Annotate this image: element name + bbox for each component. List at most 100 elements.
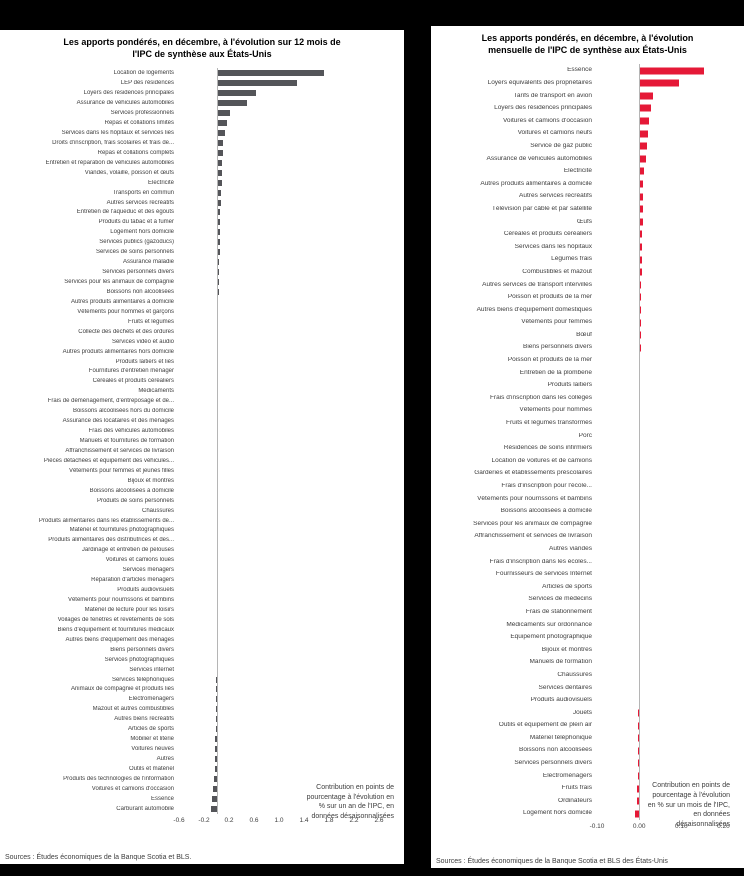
category-label: Produits laitiers	[547, 382, 592, 389]
category-label: Électroménagers	[542, 772, 592, 779]
bar	[637, 797, 640, 805]
bar-row: Électroménagers	[0, 694, 404, 704]
category-label: Transports en commun	[112, 189, 174, 196]
bar-track	[179, 376, 379, 386]
bar-track	[597, 341, 734, 354]
category-label: Frais d'inscription dans les collèges	[489, 394, 592, 401]
bar	[639, 142, 648, 150]
category-label: Assurance maladie	[122, 259, 174, 266]
bar-row: Services personnels divers	[431, 757, 744, 770]
bar-row: Produits laitiers et liés	[0, 357, 404, 367]
bar-track	[597, 392, 734, 405]
bar-row: Vêtements pour hommes	[431, 404, 744, 417]
source-note: Sources : Études économiques de la Banqu…	[436, 858, 668, 865]
category-label: Viandes, volaille, poisson et œufs	[84, 169, 174, 176]
annotation-line: désaisonnalisées	[676, 821, 730, 829]
bar-row: Vêtements pour nourrissons et bambins	[0, 595, 404, 605]
category-label: Services pour les animaux de compagnie	[64, 279, 174, 286]
category-label: Médicaments sur ordonnance	[506, 621, 592, 628]
annotation-line: données désaisonnalisées	[311, 813, 394, 821]
category-label: Services ménagers	[122, 567, 174, 574]
bar-row: Médicaments	[0, 386, 404, 396]
bar	[216, 129, 225, 136]
bar-row: Biens d'équipement et fournitures médica…	[0, 625, 404, 635]
bar-row: Légumes frais	[431, 253, 744, 266]
annotation-line: en données	[693, 811, 730, 819]
bar-row: Assurance maladie	[0, 257, 404, 267]
bar-track	[179, 88, 379, 98]
bar-track	[597, 480, 734, 493]
category-label: Services de soins personnels	[95, 249, 174, 256]
category-label: Entretien de la plomberie	[519, 369, 592, 376]
category-label: Affranchissement et services de livraiso…	[474, 533, 592, 540]
bar-track	[597, 153, 734, 166]
bar-row: Œufs	[431, 216, 744, 229]
category-label: Fruits et légumes transformés	[506, 420, 592, 427]
bar	[216, 80, 297, 87]
annotation: Contribution en points de pourcentage à l…	[264, 783, 394, 822]
category-label: Articles de sports	[542, 583, 592, 590]
category-label: Céréales et produits céréaliers	[503, 231, 592, 238]
bar	[638, 709, 640, 717]
category-label: Collecte des déchets et des ordures	[78, 328, 174, 335]
category-label: Loyers des résidences principales	[494, 105, 592, 112]
bar	[215, 706, 217, 713]
bar	[216, 110, 231, 117]
category-label: Voilages de fenêtres et revêtements de s…	[57, 616, 174, 623]
bar-row: Autres services de transport intervilles	[431, 278, 744, 291]
bar-row: Viandes, volaille, poisson et œufs	[0, 168, 404, 178]
bar	[216, 269, 219, 276]
bar-row: Équipement photographique	[431, 631, 744, 644]
bar-track	[179, 675, 379, 685]
bar	[639, 130, 648, 138]
bar-track	[179, 386, 379, 396]
bar	[639, 281, 642, 289]
bar-track	[597, 493, 734, 506]
bar-row: Autres produits alimentaires à domicile	[0, 297, 404, 307]
bar	[638, 722, 640, 730]
bar-track	[597, 216, 734, 229]
category-label: Électricité	[147, 179, 174, 186]
bar-track	[597, 241, 734, 254]
category-label: Animaux de compagnie et produits liés	[70, 686, 174, 693]
bar	[212, 785, 217, 792]
bar-track	[597, 253, 734, 266]
category-label: Services dans les hôpitaux et services l…	[61, 129, 174, 136]
category-label: Produits de soins personnels	[96, 497, 174, 504]
category-label: Produits alimentaires des distributrices…	[48, 537, 174, 544]
annotation-line: en % sur un mois de l'IPC,	[647, 801, 730, 809]
bar-track	[179, 416, 379, 426]
bar-row: Pièces détachées et équipement des véhic…	[0, 456, 404, 466]
bar-row: Autres	[0, 754, 404, 764]
category-label: Voitures neuves	[131, 746, 174, 753]
x-tick-label: 2.2	[349, 816, 359, 824]
bar-track	[179, 337, 379, 347]
bar-track	[179, 456, 379, 466]
bar-track	[597, 64, 734, 77]
bar-track	[179, 655, 379, 665]
bar-row: Matériel de lecture pour les loisirs	[0, 605, 404, 615]
bar-track	[597, 669, 734, 682]
bar-track	[179, 118, 379, 128]
category-label: Services internet	[129, 666, 174, 673]
category-label: Assurance des locataires et des ménages	[62, 418, 174, 425]
category-label: Vêtements pour hommes	[519, 407, 592, 414]
bar-track	[179, 247, 379, 257]
bar-track	[597, 782, 734, 795]
category-label: Pièces détachées et équipement des véhic…	[43, 457, 174, 464]
annotation-line: Contribution en points de	[652, 782, 730, 790]
bar-row: Assurance de véhicules automobiles	[0, 98, 404, 108]
bar-track	[597, 757, 734, 770]
bar-track	[597, 619, 734, 632]
bar-row: Repas et collations complets	[0, 148, 404, 158]
bar-track	[179, 704, 379, 714]
category-label: Produits du tabac et à fumer	[98, 219, 174, 226]
bar-row: Articles de sports	[431, 581, 744, 594]
category-label: Voitures et camions d'occasion	[502, 117, 592, 124]
bar	[639, 205, 643, 213]
bar	[210, 805, 217, 812]
category-label: Vêtements pour femmes	[521, 319, 592, 326]
category-label: Voitures et camions d'occasion	[91, 785, 174, 792]
bar-track	[179, 575, 379, 585]
bar-row: Autres produits alimentaires à domicile	[431, 178, 744, 191]
